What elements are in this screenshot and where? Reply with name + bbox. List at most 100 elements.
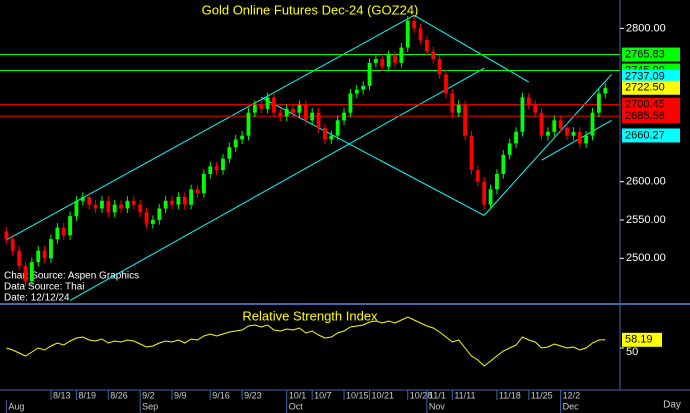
x-tick-label: 10/7	[314, 390, 332, 400]
month-label: Oct	[289, 401, 304, 411]
level-box	[622, 69, 680, 84]
candle-body	[418, 28, 423, 40]
candle-body	[323, 128, 327, 140]
candle-body	[10, 239, 15, 251]
candle-body	[495, 173, 499, 190]
x-tick-label: 10/1	[289, 390, 307, 400]
candle-body	[74, 200, 79, 217]
candle-body	[424, 39, 429, 52]
candle-body	[386, 55, 391, 67]
note: Chart Source: Aspen Graphics	[4, 271, 139, 282]
candle-body	[354, 89, 359, 94]
month-label: Sep	[142, 401, 158, 411]
candle-body	[68, 216, 72, 236]
candle-body	[42, 250, 47, 259]
candle-body	[526, 97, 531, 106]
candle-body	[170, 200, 174, 205]
candle-body	[335, 120, 340, 136]
x-unit: Day	[663, 400, 681, 411]
x-tick-label: 11/1	[429, 390, 446, 400]
candle-body	[431, 51, 436, 60]
candle-body	[463, 105, 468, 136]
y-tick-label: 2800.00	[626, 22, 666, 34]
level-label: 2765.83	[625, 48, 665, 60]
level-label: 2685.58	[625, 110, 665, 122]
x-tick-label: 11/25	[531, 390, 553, 400]
level-box	[622, 109, 680, 124]
candle-body	[17, 250, 22, 266]
candle-body	[565, 128, 569, 136]
candle-body	[577, 131, 582, 144]
candle-body	[265, 97, 270, 109]
candle-body	[221, 158, 225, 171]
candle-body	[49, 239, 53, 259]
candle-body	[272, 97, 276, 113]
candle-body	[252, 105, 257, 113]
x-tick-label: 9/2	[142, 390, 155, 400]
candle-body	[469, 135, 474, 171]
candle-body	[405, 20, 410, 48]
candle-body	[138, 204, 143, 213]
y-tick-label: 2600.00	[626, 176, 666, 188]
x-tick-label: 10/28	[410, 390, 433, 400]
note: Data Source: Thai	[4, 282, 84, 293]
candle-body	[488, 189, 493, 205]
candle-body	[208, 166, 213, 174]
candle-body	[112, 204, 117, 213]
month-label: Nov	[429, 401, 446, 411]
month-label: Dec	[563, 401, 580, 411]
candle-body	[367, 62, 372, 86]
candle-body	[507, 143, 512, 155]
candle-body	[393, 55, 397, 63]
candle-body	[373, 59, 378, 63]
candle-body	[596, 93, 601, 113]
candle-body	[182, 196, 187, 205]
candle-body	[342, 112, 346, 121]
candle-body	[144, 212, 149, 224]
candle-body	[310, 112, 315, 121]
candle-body	[227, 147, 232, 159]
x-tick-label: 10/15	[346, 390, 369, 400]
x-tick-label: 8/26	[110, 390, 128, 400]
x-tick-label: 8/19	[78, 390, 96, 400]
candle-body	[259, 105, 264, 109]
x-tick-label: 9/16	[212, 390, 230, 400]
trendline	[541, 119, 612, 161]
candle-body	[29, 262, 34, 282]
rsi-title: Relative Strength Index	[242, 308, 378, 323]
candle-body	[291, 108, 295, 113]
candle-body	[546, 131, 550, 136]
candle-body	[450, 93, 455, 113]
candle-body	[278, 112, 283, 117]
candle-body	[558, 120, 563, 129]
candle-body	[297, 105, 302, 113]
trendline	[69, 67, 485, 301]
candle-body	[533, 105, 538, 113]
candle-body	[603, 87, 608, 94]
x-tick-label: 9/9	[174, 390, 187, 400]
y-tick-label: 2500.00	[626, 252, 666, 264]
trendline	[6, 14, 415, 241]
candle-body	[157, 208, 162, 220]
candle-body	[590, 112, 595, 136]
candle-body	[233, 139, 238, 148]
candle-body	[214, 166, 219, 171]
candle-body	[316, 112, 321, 129]
candle-body	[240, 135, 245, 140]
x-tick-label: 8/13	[53, 390, 71, 400]
candle-body	[348, 93, 353, 113]
x-tick-label: 11/18	[499, 390, 521, 400]
candle-body	[303, 105, 308, 121]
y-tick-label: 50	[626, 346, 638, 358]
value-box	[622, 332, 662, 347]
candle-body	[437, 59, 442, 75]
candle-body	[482, 181, 487, 205]
level-label: 2660.27	[625, 129, 665, 141]
candle-body	[475, 170, 480, 182]
level-label: 2737.09	[625, 70, 665, 82]
candle-body	[100, 200, 104, 209]
candle-body	[61, 227, 66, 236]
candle-body	[329, 135, 334, 140]
candle-body	[501, 154, 506, 174]
level-box	[622, 128, 680, 143]
